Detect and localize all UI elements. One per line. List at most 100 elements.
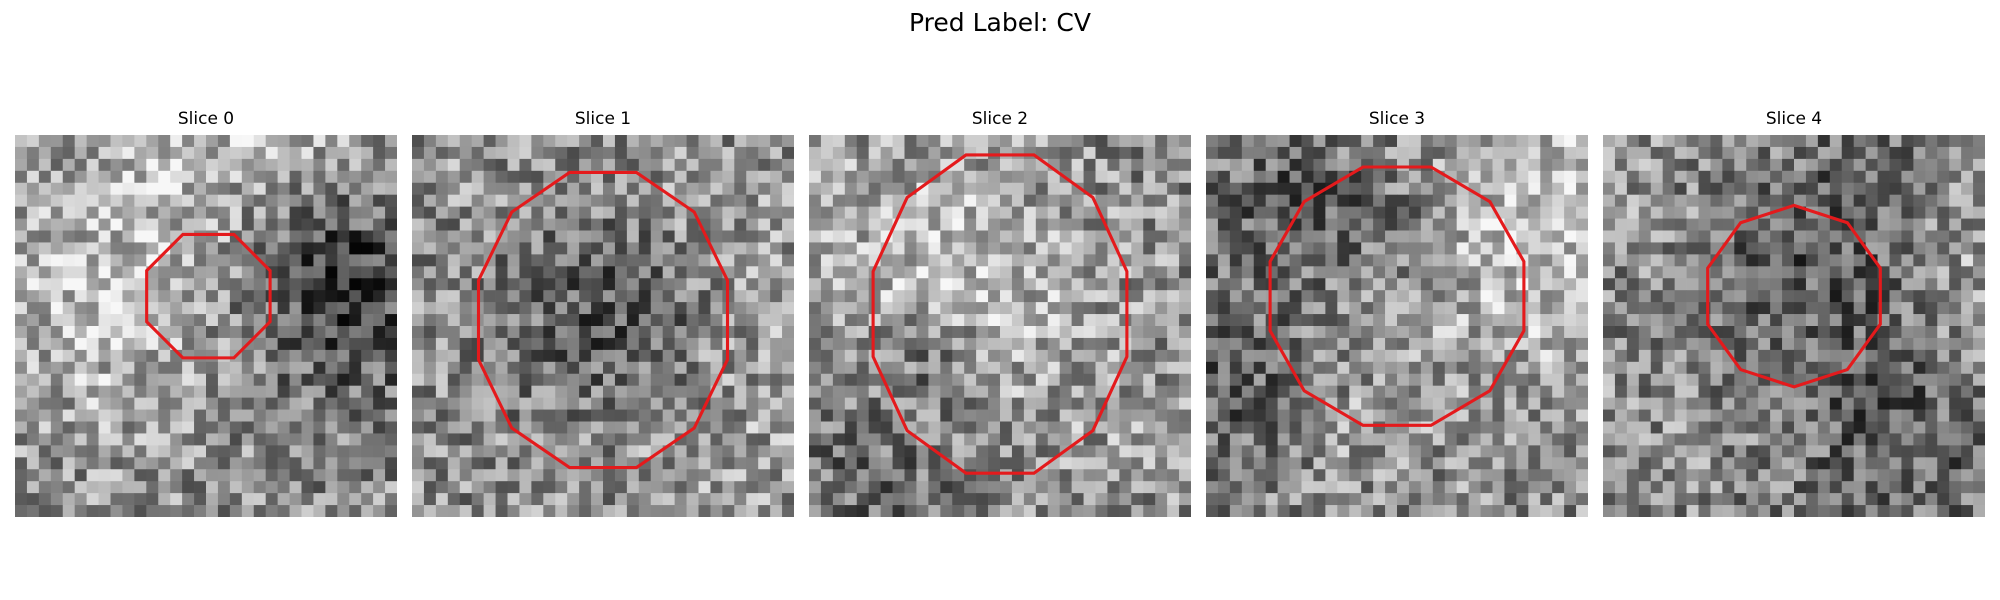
pixel [1421,159,1433,171]
pixel [1925,254,1937,266]
pixel [1493,350,1505,362]
pixel [1313,362,1325,374]
pixel [218,362,230,374]
pixel [436,374,448,386]
pixel [639,362,651,374]
pixel [1746,159,1758,171]
pixel [111,493,123,505]
pixel [337,231,349,243]
pixel [1710,422,1722,434]
pixel [782,254,794,266]
pixel [1603,219,1615,231]
pixel [1313,457,1325,469]
pixel [484,231,496,243]
pixel [27,422,39,434]
slice-panel-3: Slice 3 [1206,108,1588,524]
pixel [1758,302,1770,314]
pixel [952,326,964,338]
pixel [1818,135,1830,147]
pixel [1179,290,1191,302]
pixel [687,314,699,326]
pixel [412,147,424,159]
pixel [242,147,254,159]
pixel [1290,254,1302,266]
pixel [424,147,436,159]
pixel [988,457,1000,469]
pixel [134,457,146,469]
pixel [1397,350,1409,362]
pixel [1206,505,1218,517]
pixel [1913,314,1925,326]
pixel [782,493,794,505]
pixel [1818,314,1830,326]
pixel [1770,445,1782,457]
pixel [1699,135,1711,147]
pixel [1290,171,1302,183]
pixel [1603,207,1615,219]
pixel [663,350,675,362]
pixel [543,266,555,278]
pixel [1361,290,1373,302]
pixel [496,469,508,481]
pixel [337,278,349,290]
pixel [1290,505,1302,517]
pixel [746,231,758,243]
pixel [1651,445,1663,457]
pixel [1024,219,1036,231]
pixel [1782,422,1794,434]
slice-title: Slice 0 [15,108,397,130]
pixel [1504,493,1516,505]
pixel [1564,374,1576,386]
pixel [1481,254,1493,266]
pixel [99,338,111,350]
pixel [710,231,722,243]
pixel [1481,410,1493,422]
pixel [1155,326,1167,338]
pixel [266,159,278,171]
pixel [1421,410,1433,422]
pixel [1794,314,1806,326]
pixel [1913,410,1925,422]
pixel [1409,410,1421,422]
pixel [1925,219,1937,231]
pixel [1675,457,1687,469]
pixel [916,135,928,147]
pixel [1937,314,1949,326]
pixel [1615,422,1627,434]
pixel [1409,362,1421,374]
pixel [1746,457,1758,469]
pixel [325,302,337,314]
pixel [615,266,627,278]
pixel [436,505,448,517]
pixel [1854,445,1866,457]
pixel [1699,195,1711,207]
pixel [122,290,134,302]
pixel [194,505,206,517]
pixel [194,445,206,457]
pixel [146,505,158,517]
pixel [722,374,734,386]
pixel [1675,159,1687,171]
pixel [1925,290,1937,302]
pixel [1469,147,1481,159]
pixel [182,254,194,266]
pixel [99,350,111,362]
pixel [821,386,833,398]
pixel [1230,493,1242,505]
pixel [1866,207,1878,219]
pixel [63,457,75,469]
pixel [1421,481,1433,493]
pixel [349,207,361,219]
pixel [1615,183,1627,195]
pixel [710,398,722,410]
pixel [278,433,290,445]
pixel [15,374,27,386]
pixel [111,207,123,219]
pixel [158,147,170,159]
pixel [881,433,893,445]
pixel [964,433,976,445]
pixel [1481,314,1493,326]
pixel [845,183,857,195]
pixel [460,171,472,183]
pixel [1167,219,1179,231]
